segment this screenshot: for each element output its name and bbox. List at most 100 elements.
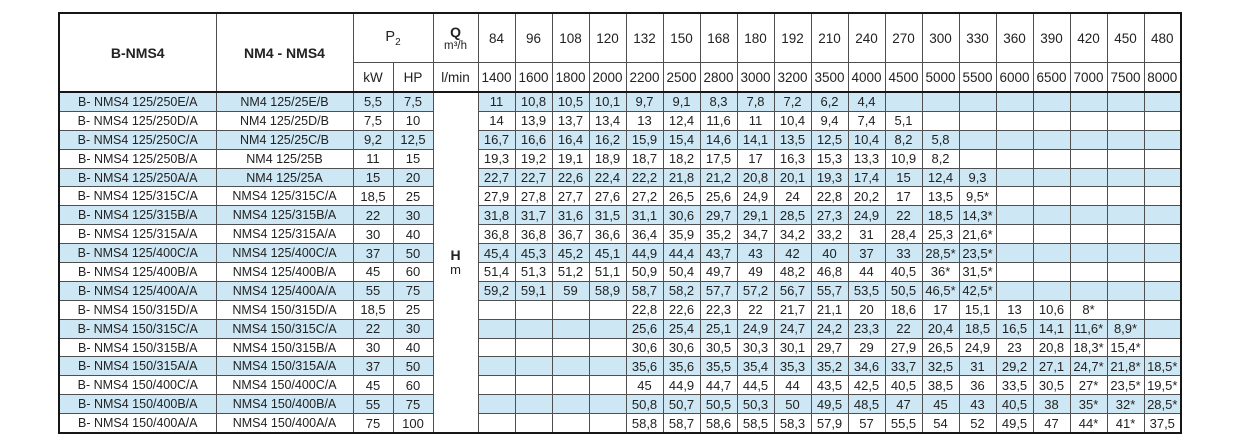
head-value-cell — [995, 186, 1034, 207]
head-value-cell: 24,7 — [773, 318, 812, 339]
model-nm4-nms4-cell: NMS4 150/315C/A — [215, 318, 354, 339]
head-value-cell: 47 — [1032, 413, 1071, 434]
model-b-nms4-cell: B- NMS4 125/315A/A — [58, 224, 217, 245]
head-value-cell: 5,8 — [921, 129, 960, 150]
head-value-cell: 58,7 — [662, 413, 701, 434]
head-value-cell — [514, 375, 553, 396]
flow-header-lmin: 2800 — [699, 62, 738, 93]
head-value-cell: 10,6 — [1032, 299, 1071, 320]
head-value-cell — [1032, 148, 1071, 169]
head-value-cell — [1032, 110, 1071, 131]
head-value-cell — [1032, 280, 1071, 301]
head-value-cell: 45,1 — [588, 243, 627, 264]
head-value-cell: 32,5 — [921, 356, 960, 377]
head-value-cell: 22 — [736, 299, 775, 320]
head-value-cell: 7,8 — [736, 90, 775, 112]
head-value-cell — [1032, 205, 1071, 226]
flow-header-m3h: 270 — [884, 12, 923, 63]
head-value-cell: 16,4 — [551, 129, 590, 150]
head-value-cell — [1106, 186, 1145, 207]
head-value-cell: 55,7 — [810, 280, 849, 301]
head-value-cell: 6,2 — [810, 90, 849, 112]
head-value-cell: 36,8 — [514, 224, 553, 245]
flow-header-m3h: 150 — [662, 12, 701, 63]
head-value-cell: 15,4* — [1106, 337, 1145, 358]
model-b-nms4-cell: B- NMS4 125/250D/A — [58, 110, 217, 131]
flow-header-m3h: 330 — [958, 12, 997, 63]
head-value-cell: 50,9 — [625, 262, 664, 282]
head-value-cell: 46,5* — [921, 280, 960, 301]
head-value-cell: 30,3 — [736, 337, 775, 358]
head-value-cell: 29 — [847, 337, 886, 358]
head-value-cell: 35,9 — [662, 224, 701, 245]
column-header-nm4-nms4: NM4 - NMS4 — [215, 12, 354, 93]
head-value-cell: 22,7 — [514, 167, 553, 188]
head-value-cell: 42 — [773, 243, 812, 264]
head-value-cell — [1032, 129, 1071, 150]
head-value-cell: 24,9 — [847, 205, 886, 226]
power-kw-cell: 5,5 — [352, 90, 394, 112]
head-value-cell: 8,3 — [699, 90, 738, 112]
flow-header-lmin: 2200 — [625, 62, 664, 93]
head-value-cell: 35,6 — [625, 356, 664, 377]
head-value-cell: 18,9 — [588, 148, 627, 169]
head-value-cell — [1106, 262, 1145, 282]
head-value-cell: 25,6 — [625, 318, 664, 339]
head-value-cell: 22,8 — [810, 186, 849, 207]
head-value-cell: 58,7 — [625, 280, 664, 301]
model-nm4-nms4-cell: NM4 125/25B — [215, 148, 354, 169]
head-value-cell: 28,5* — [921, 243, 960, 264]
head-value-cell: 27* — [1069, 375, 1108, 396]
model-b-nms4-cell: B- NMS4 150/400C/A — [58, 375, 217, 396]
model-nm4-nms4-cell: NMS4 125/400B/A — [215, 262, 354, 282]
power-hp-cell: 12,5 — [392, 129, 434, 150]
head-value-cell: 13 — [625, 110, 664, 131]
head-value-cell: 25,6 — [699, 186, 738, 207]
head-value-cell: 18,3* — [1069, 337, 1108, 358]
head-value-cell: 16,6 — [514, 129, 553, 150]
head-value-cell — [1143, 243, 1182, 264]
flow-header-lmin: 1400 — [477, 62, 516, 93]
head-value-cell — [1069, 129, 1108, 150]
head-value-cell: 23 — [995, 337, 1034, 358]
head-value-cell: 22,7 — [477, 167, 516, 188]
head-value-cell: 23,5* — [1106, 375, 1145, 396]
flow-header-lmin: 5000 — [921, 62, 960, 93]
head-value-cell: 14,1 — [736, 129, 775, 150]
head-value-cell: 11 — [736, 110, 775, 131]
model-nm4-nms4-cell: NMS4 125/315C/A — [215, 186, 354, 207]
head-value-cell: 31 — [958, 356, 997, 377]
power-kw-cell: 15 — [352, 167, 394, 188]
head-value-cell: 29,2 — [995, 356, 1034, 377]
head-value-cell: 51,1 — [588, 262, 627, 282]
flow-header-lmin: 1600 — [514, 62, 553, 93]
head-value-cell: 58,3 — [773, 413, 812, 434]
flow-header-m3h: 96 — [514, 12, 553, 63]
flow-header-m3h: 108 — [551, 12, 590, 63]
head-value-cell: 27,2 — [625, 186, 664, 207]
head-value-cell: 27,7 — [551, 186, 590, 207]
head-value-cell — [477, 356, 516, 377]
head-value-cell — [477, 413, 516, 434]
head-value-cell: 59,1 — [514, 280, 553, 301]
head-value-cell: 43,7 — [699, 243, 738, 264]
head-value-cell: 14 — [477, 110, 516, 131]
head-value-cell: 11 — [477, 90, 516, 112]
head-value-cell — [1106, 299, 1145, 320]
pump-performance-table: B-NMS4 NM4 - NMS4 P2 Q m³/h 84 96 108 120 13… — [58, 12, 1183, 434]
header-row-main: B-NMS4 NM4 - NMS4 P2 Q m³/h 84 96 108 120 13… — [58, 12, 1182, 93]
head-value-cell: 31,6 — [551, 205, 590, 226]
head-value-cell: 31,7 — [514, 205, 553, 226]
head-value-cell: 30,6 — [662, 205, 701, 226]
power-kw-cell: 45 — [352, 375, 394, 396]
head-value-cell: 24,9 — [958, 337, 997, 358]
model-b-nms4-cell: B- NMS4 125/400A/A — [58, 280, 217, 301]
flow-header-m3h: 360 — [995, 12, 1034, 63]
head-value-cell: 32* — [1106, 394, 1145, 415]
head-value-cell — [995, 224, 1034, 245]
head-value-cell: 20,2 — [847, 186, 886, 207]
head-value-cell: 12,4 — [921, 167, 960, 188]
head-value-cell: 8,9* — [1106, 318, 1145, 339]
head-value-cell: 36* — [921, 262, 960, 282]
